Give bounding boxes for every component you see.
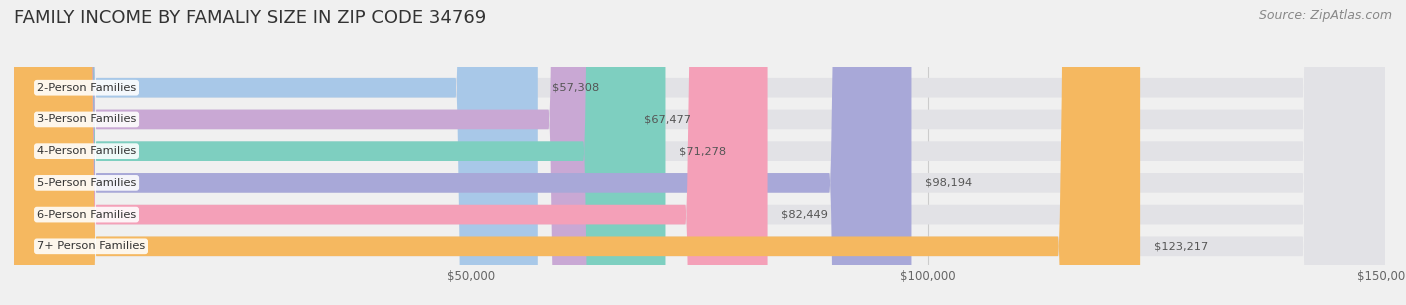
Text: $67,477: $67,477 xyxy=(644,114,692,124)
FancyBboxPatch shape xyxy=(14,0,768,305)
Text: $123,217: $123,217 xyxy=(1154,241,1208,251)
Text: $82,449: $82,449 xyxy=(782,210,828,220)
Text: $57,308: $57,308 xyxy=(551,83,599,93)
FancyBboxPatch shape xyxy=(14,0,631,305)
FancyBboxPatch shape xyxy=(14,0,1385,305)
FancyBboxPatch shape xyxy=(14,0,1385,305)
FancyBboxPatch shape xyxy=(14,0,1385,305)
Text: $71,278: $71,278 xyxy=(679,146,727,156)
FancyBboxPatch shape xyxy=(14,0,538,305)
FancyBboxPatch shape xyxy=(14,0,1140,305)
FancyBboxPatch shape xyxy=(14,0,1385,305)
Text: $98,194: $98,194 xyxy=(925,178,973,188)
FancyBboxPatch shape xyxy=(14,0,665,305)
FancyBboxPatch shape xyxy=(14,0,1385,305)
Text: 3-Person Families: 3-Person Families xyxy=(37,114,136,124)
FancyBboxPatch shape xyxy=(14,0,911,305)
Text: 6-Person Families: 6-Person Families xyxy=(37,210,136,220)
Text: Source: ZipAtlas.com: Source: ZipAtlas.com xyxy=(1258,9,1392,22)
FancyBboxPatch shape xyxy=(14,0,1385,305)
Text: 7+ Person Families: 7+ Person Families xyxy=(37,241,145,251)
Text: FAMILY INCOME BY FAMALIY SIZE IN ZIP CODE 34769: FAMILY INCOME BY FAMALIY SIZE IN ZIP COD… xyxy=(14,9,486,27)
Text: 5-Person Families: 5-Person Families xyxy=(37,178,136,188)
Text: 4-Person Families: 4-Person Families xyxy=(37,146,136,156)
Text: 2-Person Families: 2-Person Families xyxy=(37,83,136,93)
